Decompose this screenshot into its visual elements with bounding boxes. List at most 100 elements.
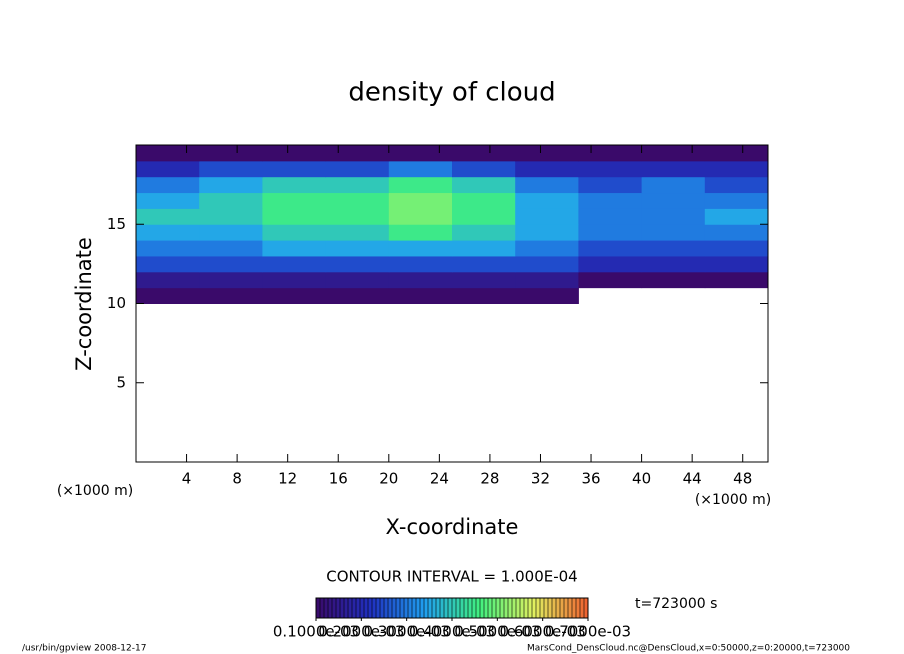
heatmap-cell bbox=[704, 271, 769, 289]
heatmap-cell bbox=[199, 224, 263, 241]
heatmap-cell bbox=[262, 160, 327, 178]
heatmap-cell bbox=[262, 208, 327, 225]
colorbar-tick-label: 0.1000e-03 bbox=[273, 623, 359, 641]
heatmap-cell bbox=[262, 240, 327, 257]
heatmap-cell bbox=[262, 224, 327, 241]
x-tick-label: 16 bbox=[329, 470, 348, 488]
heatmap-cell bbox=[704, 192, 769, 209]
heatmap-cell bbox=[578, 208, 643, 225]
x-tick-label: 4 bbox=[182, 470, 192, 488]
heatmap-cell bbox=[388, 208, 453, 225]
heatmap-cell bbox=[199, 160, 263, 178]
heatmap-cell bbox=[452, 192, 516, 209]
heatmap-cell bbox=[641, 176, 706, 194]
heatmap-cell bbox=[199, 271, 263, 289]
heatmap-cell bbox=[704, 240, 769, 257]
time-label: t=723000 s bbox=[635, 596, 717, 612]
heatmap-cell bbox=[578, 255, 643, 273]
heatmap-cell bbox=[515, 224, 579, 241]
heatmap-cell bbox=[262, 271, 327, 289]
heatmap-cell bbox=[515, 240, 579, 257]
x-tick-label: 24 bbox=[430, 470, 449, 488]
heatmap-cell bbox=[199, 145, 263, 162]
x-tick-label: 32 bbox=[531, 470, 550, 488]
heatmap-cell bbox=[388, 255, 453, 273]
y-tick-label: 5 bbox=[116, 373, 126, 391]
heatmap-cell bbox=[262, 176, 327, 194]
heatmap-cell bbox=[452, 160, 516, 178]
heatmap-cell bbox=[262, 192, 327, 209]
heatmap-cell bbox=[704, 208, 769, 225]
colorbar-tick-label: 0.3000e-03 bbox=[364, 623, 450, 641]
heatmap-cell bbox=[641, 160, 706, 178]
heatmap-cell bbox=[704, 160, 769, 178]
heatmap-cell bbox=[262, 145, 327, 162]
x-tick-label: 12 bbox=[278, 470, 297, 488]
heatmap-cell bbox=[578, 271, 643, 289]
heatmap-cell bbox=[452, 240, 516, 257]
heatmap-cell bbox=[388, 160, 453, 178]
heatmap-cell bbox=[452, 145, 516, 162]
heatmap-cell bbox=[325, 287, 390, 304]
heatmap-cell bbox=[641, 192, 706, 209]
heatmap-cell bbox=[578, 176, 643, 194]
heatmap-cell bbox=[641, 208, 706, 225]
heatmap-cell bbox=[325, 192, 390, 209]
heatmap-cell bbox=[641, 255, 706, 273]
heatmap-cell bbox=[136, 176, 200, 194]
y-tick-label: 10 bbox=[107, 294, 126, 312]
heatmap-cell bbox=[262, 255, 327, 273]
heatmap-cell bbox=[515, 287, 579, 304]
heatmap-cell bbox=[452, 255, 516, 273]
heatmap-cell bbox=[641, 145, 706, 162]
heatmap-cell bbox=[452, 176, 516, 194]
heatmap-cell bbox=[388, 145, 453, 162]
colorbar-tick-label: 0.6000e-03 bbox=[500, 623, 586, 641]
footer-left: /usr/bin/gpview 2008-12-17 bbox=[22, 644, 146, 654]
heatmap-cell bbox=[388, 224, 453, 241]
heatmap-cell bbox=[388, 287, 453, 304]
heatmap-cell bbox=[515, 145, 579, 162]
heatmap-cell bbox=[199, 287, 263, 304]
heatmap-cell bbox=[515, 271, 579, 289]
heatmap-cell bbox=[136, 287, 200, 304]
heatmap-cell bbox=[704, 176, 769, 194]
heatmap-cell bbox=[515, 192, 579, 209]
heatmap-cell bbox=[641, 240, 706, 257]
heatmap-cell bbox=[641, 224, 706, 241]
heatmap-cell bbox=[136, 240, 200, 257]
chart-title: density of cloud bbox=[348, 78, 555, 108]
heatmap-cell bbox=[452, 271, 516, 289]
x-tick-label: 40 bbox=[632, 470, 651, 488]
heatmap-cell bbox=[136, 208, 200, 225]
x-tick-label: 20 bbox=[379, 470, 398, 488]
heatmap-cell bbox=[704, 255, 769, 273]
heatmap-cell bbox=[136, 160, 200, 178]
heatmap-cell bbox=[136, 271, 200, 289]
heatmap-cell bbox=[452, 287, 516, 304]
heatmap-cell bbox=[578, 160, 643, 178]
x-tick-label: 8 bbox=[232, 470, 242, 488]
contour-interval: CONTOUR INTERVAL = 1.000E-04 bbox=[326, 568, 577, 586]
heatmap-cell bbox=[199, 208, 263, 225]
heatmap-cell bbox=[578, 240, 643, 257]
heatmap-cell bbox=[262, 287, 327, 304]
x-tick-label: 48 bbox=[733, 470, 752, 488]
heatmap-cell bbox=[199, 255, 263, 273]
heatmap-cell bbox=[325, 255, 390, 273]
heatmap-cell bbox=[199, 176, 263, 194]
heatmap-cell bbox=[704, 145, 769, 162]
y-unit: (×1000 m) bbox=[57, 483, 133, 499]
heatmap-cell bbox=[388, 240, 453, 257]
x-axis-label: X-coordinate bbox=[386, 515, 519, 539]
heatmap-cell bbox=[515, 160, 579, 178]
heatmap-cell bbox=[136, 145, 200, 162]
heatmap-cell bbox=[641, 271, 706, 289]
heatmap-cell bbox=[704, 224, 769, 241]
heatmap-cell bbox=[515, 176, 579, 194]
heatmap-cell bbox=[452, 208, 516, 225]
colorbar-tick-label: 0.5000e-03 bbox=[454, 623, 540, 641]
heatmap-cell bbox=[388, 271, 453, 289]
